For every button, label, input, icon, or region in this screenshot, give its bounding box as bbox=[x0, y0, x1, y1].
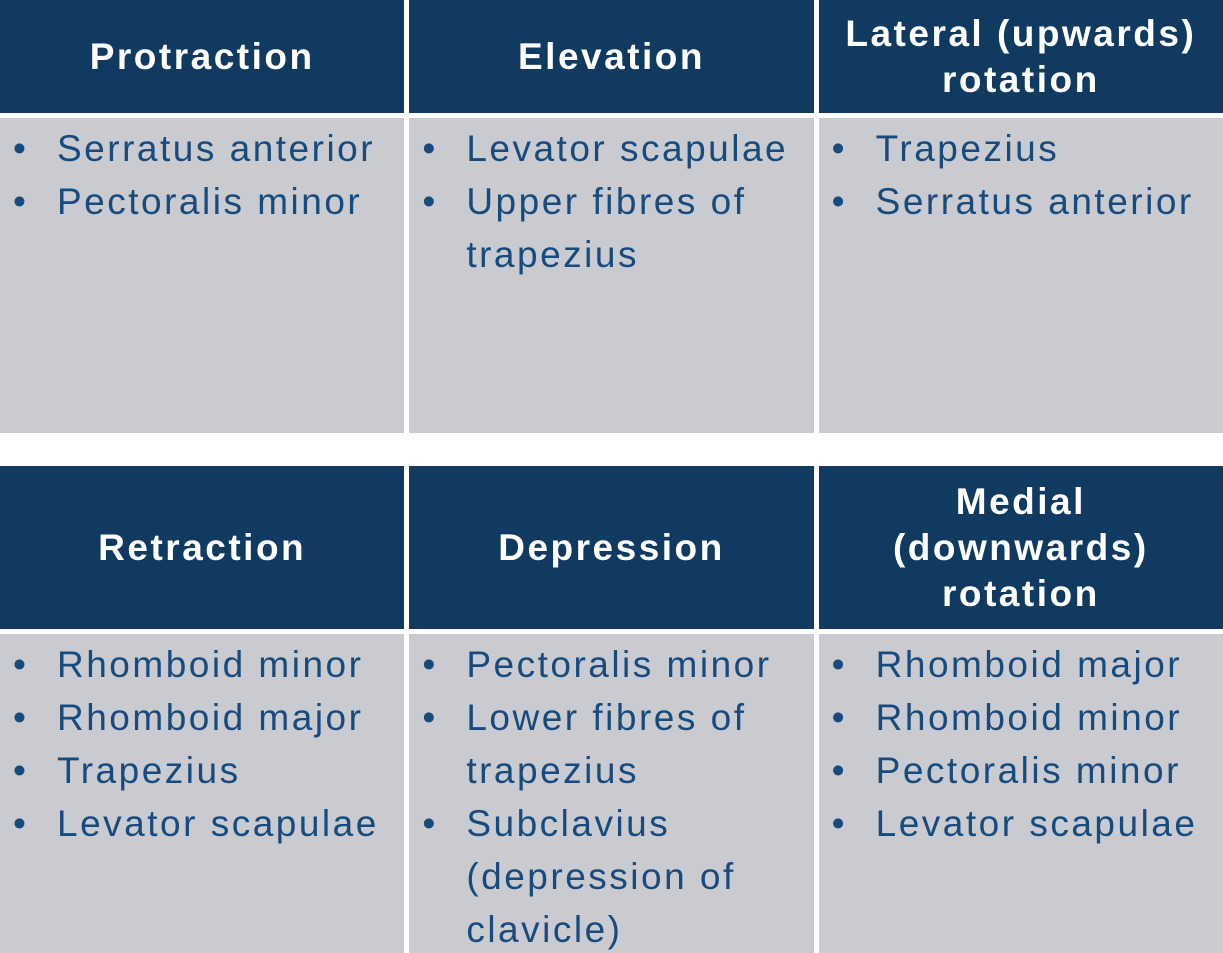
column-header-line: Protraction bbox=[89, 35, 315, 77]
muscle-item: Levator scapulae bbox=[409, 122, 801, 175]
column-header: Protraction bbox=[0, 0, 405, 113]
muscle-item: Subclavius (depression of clavicle) bbox=[409, 797, 801, 953]
column-header-line: Medial bbox=[955, 480, 1086, 522]
column-header-line: (downwards) bbox=[892, 526, 1149, 568]
column-header-line: Elevation bbox=[517, 35, 705, 77]
table-separator bbox=[0, 433, 1223, 466]
column-header: Depression bbox=[409, 466, 814, 629]
muscle-item: Trapezius bbox=[0, 744, 392, 797]
column-header-line: Retraction bbox=[98, 526, 307, 568]
muscle-list: Pectoralis minorLower fibres of trapeziu… bbox=[409, 634, 814, 953]
movement-table-top: Protraction Elevation Lateral (upwards) rot… bbox=[0, 0, 1223, 433]
muscle-item: Rhomboid major bbox=[0, 691, 392, 744]
column-header: Lateral (upwards) rotation bbox=[818, 0, 1223, 113]
muscle-item: Rhomboid major bbox=[819, 638, 1211, 691]
column-header: Elevation bbox=[409, 0, 814, 113]
muscle-item: Pectoralis minor bbox=[0, 175, 392, 228]
muscle-list: Rhomboid minorRhomboid majorTrapeziusLev… bbox=[0, 634, 405, 953]
muscle-list: TrapeziusSerratus anterior bbox=[818, 118, 1223, 433]
muscle-item: Trapezius bbox=[819, 122, 1211, 175]
muscle-item: Lower fibres of trapezius bbox=[409, 691, 801, 797]
muscle-item: Serratus anterior bbox=[819, 175, 1211, 228]
muscle-item: Rhomboid minor bbox=[819, 691, 1211, 744]
muscle-list: Serratus anteriorPectoralis minor bbox=[0, 118, 405, 433]
muscle-item: Serratus anterior bbox=[0, 122, 392, 175]
column-header-line: rotation bbox=[941, 572, 1100, 614]
muscle-item: Levator scapulae bbox=[0, 797, 392, 850]
muscle-item: Upper fibres of trapezius bbox=[409, 175, 801, 281]
column-header-line: Depression bbox=[498, 526, 725, 568]
muscle-list: Levator scapulaeUpper fibres of trapeziu… bbox=[409, 118, 814, 433]
column-header: Medial (downwards) rotation bbox=[818, 466, 1223, 629]
muscle-list: Rhomboid majorRhomboid minorPectoralis m… bbox=[818, 634, 1223, 953]
column-header: Retraction bbox=[0, 466, 405, 629]
column-header-line: rotation bbox=[941, 58, 1100, 100]
muscle-item: Pectoralis minor bbox=[409, 638, 801, 691]
movement-table-bottom: Retraction Depression Medial (downwards) rot… bbox=[0, 466, 1223, 953]
muscle-item: Pectoralis minor bbox=[819, 744, 1211, 797]
column-header-line: Lateral (upwards) bbox=[845, 12, 1197, 54]
muscle-item: Rhomboid minor bbox=[0, 638, 392, 691]
muscle-item: Levator scapulae bbox=[819, 797, 1211, 850]
